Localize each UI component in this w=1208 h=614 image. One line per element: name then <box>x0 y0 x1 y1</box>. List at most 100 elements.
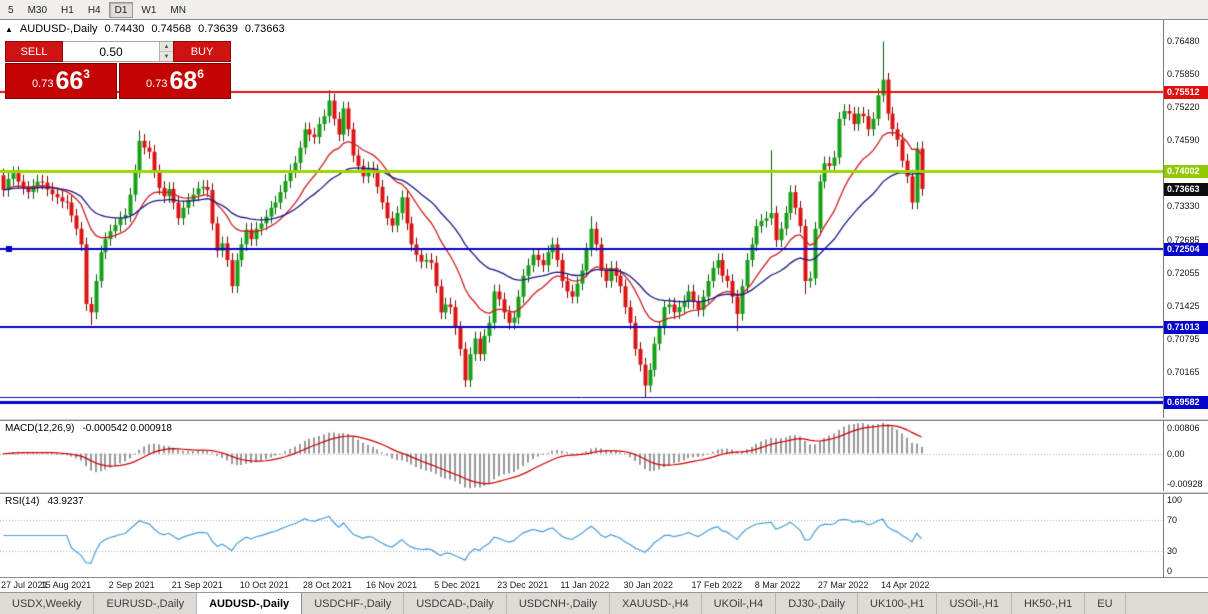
timeframe-button-h1[interactable]: H1 <box>61 4 74 16</box>
price-tick: 0.75220 <box>1167 102 1200 113</box>
chart-tab-usdx-weekly[interactable]: USDX,Weekly <box>0 593 95 614</box>
date-label: 27 Mar 2022 <box>817 580 869 590</box>
volume-value[interactable]: 0.50 <box>99 44 123 59</box>
date-label: 2 Sep 2021 <box>108 580 155 590</box>
chart-tab-uk100-h1[interactable]: UK100-,H1 <box>858 593 938 614</box>
price-tick: 0.73330 <box>1167 201 1200 212</box>
price-tick: 0.74590 <box>1167 135 1200 146</box>
ohlc-open: 0.74430 <box>104 23 145 35</box>
price-tick: 0.76480 <box>1167 36 1200 47</box>
date-label: 30 Jan 2022 <box>623 580 674 590</box>
date-label: 28 Oct 2021 <box>302 580 352 590</box>
rsi-plot[interactable]: RSI(14) 43.9237 <box>0 494 1163 577</box>
rsi-panel: RSI(14) 43.9237 100 70 30 0 <box>0 494 1208 577</box>
price-tick: 0.71425 <box>1167 300 1200 311</box>
ohlc-high: 0.74568 <box>151 23 192 35</box>
price-tick: 0.72055 <box>1167 267 1200 278</box>
ohlc-low: 0.73639 <box>198 23 238 35</box>
date-label: 15 Aug 2021 <box>40 580 92 590</box>
chart-tab-usdcad-daily[interactable]: USDCAD-,Daily <box>404 593 507 614</box>
time-axis[interactable]: 27 Jul 2021 15 Aug 2021 2 Sep 2021 21 Sep 2… <box>0 577 1208 592</box>
macd-plot[interactable]: MACD(12,26,9) -0.000542 0.000918 <box>0 421 1163 491</box>
sell-price-main: 66 <box>55 66 84 95</box>
date-label: 21 Sep 2021 <box>171 580 223 590</box>
timeframe-button-h4[interactable]: H4 <box>87 4 101 16</box>
main-chart-plot[interactable]: ▲ AUDUSD-,Daily 0.74430 0.74568 0.73639 … <box>0 20 1163 418</box>
price-tick: 0.70795 <box>1167 333 1200 344</box>
sell-button[interactable]: SELL <box>5 41 63 62</box>
macd-label: MACD(12,26,9) -0.000542 0.000918 <box>5 423 172 434</box>
rsi-tick: 100 <box>1167 495 1183 505</box>
chart-tab-audusd-daily[interactable]: AUDUSD-,Daily <box>197 593 303 614</box>
one-click-collapse-icon[interactable]: ▲ <box>5 24 13 34</box>
date-label: 17 Feb 2022 <box>691 580 743 590</box>
chart-tab-usdcnh-daily[interactable]: USDCNH-,Daily <box>507 593 611 614</box>
timeframe-button-w1[interactable]: W1 <box>141 4 157 16</box>
buy-price-display[interactable]: 0.73 68 6 <box>119 63 231 99</box>
chart-tab-dj30-daily[interactable]: DJ30-,Daily <box>776 593 859 614</box>
chart-tab-eurusd-daily[interactable]: EURUSD-,Daily <box>94 593 198 614</box>
buy-price-prefix: 0.73 <box>146 78 168 90</box>
date-label: 5 Dec 2021 <box>434 580 481 590</box>
timeframe-toolbar: 5 M30 H1 H4 D1 W1 MN <box>0 0 1208 20</box>
volume-up-icon[interactable]: ▲ <box>160 42 173 52</box>
rsi-axis[interactable]: 100 70 30 0 <box>1163 494 1208 577</box>
date-label: 16 Nov 2021 <box>366 580 418 590</box>
chart-tab-ukoil-h4[interactable]: UKOil-,H4 <box>702 593 777 614</box>
price-badge[interactable]: 0.73663 <box>1164 182 1208 196</box>
buy-price-pip: 6 <box>197 67 204 81</box>
rsi-tick: 30 <box>1167 545 1178 556</box>
rsi-label: RSI(14) 43.9237 <box>5 496 84 507</box>
macd-tick: 0.00806 <box>1167 423 1200 433</box>
price-axis[interactable]: 0.764800.758500.752200.745900.739600.733… <box>1163 20 1208 418</box>
main-chart-panel: ▲ AUDUSD-,Daily 0.74430 0.74568 0.73639 … <box>0 20 1208 418</box>
macd-name: MACD(12,26,9) <box>5 423 75 434</box>
rsi-name: RSI(14) <box>5 496 40 507</box>
macd-axis[interactable]: 0.00806 0.00 -0.00928 <box>1163 421 1208 491</box>
timeframe-button-mn[interactable]: MN <box>170 4 186 16</box>
chart-symbol-period: AUDUSD-,Daily <box>19 23 98 35</box>
ohlc-close: 0.73663 <box>244 23 285 35</box>
price-badge[interactable]: 0.74002 <box>1164 165 1208 179</box>
one-click-trading-panel: SELL 0.50 ▲ ▼ BUY 0.73 66 3 0 <box>5 41 231 99</box>
chart-tab-usdchf-daily[interactable]: USDCHF-,Daily <box>302 593 405 614</box>
volume-down-icon[interactable]: ▼ <box>160 52 173 61</box>
price-badge[interactable]: 0.69582 <box>1164 396 1208 410</box>
macd-values: -0.000542 0.000918 <box>82 423 172 434</box>
volume-stepper[interactable]: 0.50 ▲ ▼ <box>63 41 173 62</box>
chart-tab-eu[interactable]: EU <box>1085 593 1126 614</box>
macd-panel: MACD(12,26,9) -0.000542 0.000918 0.00806… <box>0 421 1208 491</box>
price-badge[interactable]: 0.75512 <box>1164 86 1208 100</box>
chart-tabs-bar: USDX,Weekly EURUSD-,Daily AUDUSD-,Daily USD… <box>0 592 1208 614</box>
sell-price-prefix: 0.73 <box>32 78 54 90</box>
macd-panel-splitter[interactable] <box>0 418 1208 421</box>
date-label: 23 Dec 2021 <box>497 580 549 590</box>
rsi-canvas[interactable] <box>0 494 1163 577</box>
chart-ohlc-header: ▲ AUDUSD-,Daily 0.74430 0.74568 0.73639 … <box>5 23 285 35</box>
sell-price-display[interactable]: 0.73 66 3 <box>5 63 117 99</box>
chart-tab-hk50-h1[interactable]: HK50-,H1 <box>1012 593 1086 614</box>
rsi-panel-splitter[interactable] <box>0 491 1208 494</box>
price-badge[interactable]: 0.71013 <box>1164 321 1208 335</box>
date-label: 27 Jul 2021 <box>1 580 48 590</box>
price-badge[interactable]: 0.72504 <box>1164 243 1208 257</box>
timeframe-button-m30[interactable]: M30 <box>27 4 48 16</box>
date-label: 10 Oct 2021 <box>239 580 289 590</box>
chart-tab-usoil-h1[interactable]: USOil-,H1 <box>937 593 1012 614</box>
price-tick: 0.70165 <box>1167 366 1200 377</box>
timeframe-button-d1[interactable]: D1 <box>108 1 134 18</box>
buy-button[interactable]: BUY <box>173 41 231 62</box>
macd-tick: 0.00 <box>1167 448 1185 459</box>
date-label: 11 Jan 2022 <box>560 580 610 590</box>
date-label: 14 Apr 2022 <box>880 580 930 590</box>
rsi-tick: 0 <box>1167 566 1173 576</box>
sell-price-pip: 3 <box>83 67 90 81</box>
timeframe-button-5[interactable]: 5 <box>8 4 14 16</box>
price-tick: 0.72685 <box>1167 234 1200 245</box>
price-tick: 0.75850 <box>1167 69 1200 80</box>
rsi-value: 43.9237 <box>47 496 84 507</box>
chart-tab-xauusd-h4[interactable]: XAUUSD-,H4 <box>610 593 702 614</box>
macd-canvas[interactable] <box>0 421 1163 491</box>
buy-price-main: 68 <box>169 66 198 95</box>
